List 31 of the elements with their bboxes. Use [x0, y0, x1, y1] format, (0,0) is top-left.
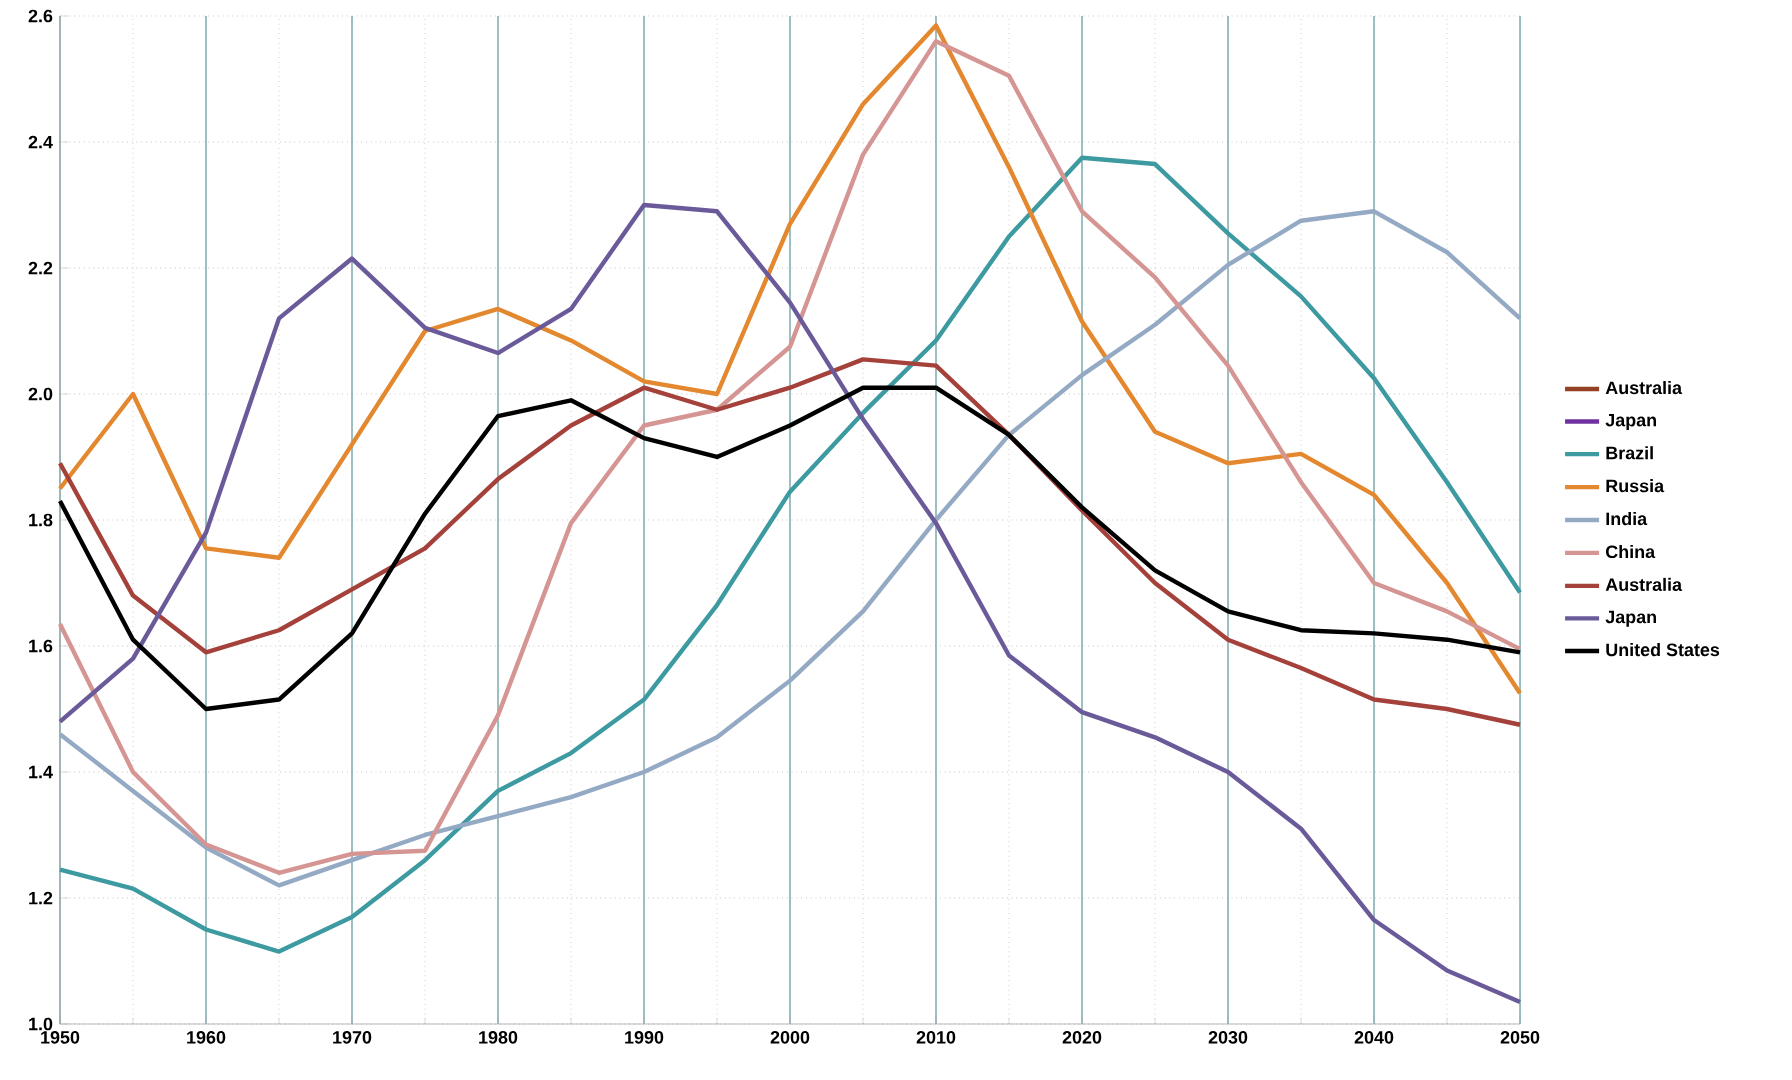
legend-label: China	[1606, 544, 1656, 559]
legend-label: India	[1606, 512, 1648, 526]
legend-label: United States	[1606, 643, 1720, 657]
x-tick-label: 1960	[187, 1031, 226, 1044]
y-tick-label: 2.4	[28, 135, 53, 149]
x-tick-label: 2030	[1208, 1031, 1248, 1044]
y-tick-label: 2.6	[28, 9, 53, 23]
x-tick-label: 2020	[1062, 1031, 1102, 1044]
y-tick-label: 1.4	[29, 765, 53, 779]
legend-label: Australia	[1605, 577, 1683, 592]
x-tick-label: 1970	[333, 1031, 372, 1044]
line-series	[57, 39, 1523, 875]
legend-label: Brazil	[1606, 446, 1653, 460]
x-tick-label: 1980	[479, 1031, 518, 1044]
x-tick-label: 2010	[916, 1031, 956, 1044]
y-tick-label: 1.8	[29, 513, 53, 527]
legend-label: Japan	[1605, 413, 1656, 430]
y-tick-label: 1.6	[29, 639, 53, 653]
y-tick-label: 2.0	[28, 387, 53, 401]
legend-label: Australia	[1605, 380, 1683, 395]
x-tick-label: 2000	[770, 1031, 810, 1044]
line-series	[57, 23, 1523, 696]
y-tick-label: 1.0	[29, 1017, 53, 1031]
y-tick-label: 1.2	[29, 891, 53, 905]
legend-label: Japan	[1605, 610, 1656, 627]
x-tick-label: 2050	[1500, 1031, 1540, 1044]
x-tick-label: 1990	[625, 1031, 664, 1044]
y-tick-label: 2.2	[28, 261, 53, 275]
x-tick-label: 1950	[41, 1031, 80, 1044]
x-tick-label: 2040	[1354, 1031, 1394, 1044]
legend-label: Russia	[1606, 479, 1665, 493]
